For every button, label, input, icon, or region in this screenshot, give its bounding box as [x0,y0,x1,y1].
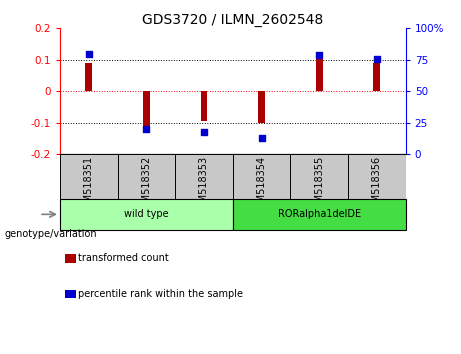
Text: transformed count: transformed count [78,253,169,263]
Bar [85,63,92,91]
Text: genotype/variation: genotype/variation [5,229,97,239]
Bar [233,199,406,230]
Point [258,135,266,141]
Point [142,126,150,132]
Bar [373,63,380,91]
Text: GSM518354: GSM518354 [257,156,266,215]
Text: GSM518355: GSM518355 [314,156,324,215]
Text: GSM518351: GSM518351 [84,156,94,215]
Bar [60,199,233,230]
Bar [258,91,265,123]
Text: GSM518356: GSM518356 [372,156,382,215]
Text: percentile rank within the sample: percentile rank within the sample [78,289,243,299]
Title: GDS3720 / ILMN_2602548: GDS3720 / ILMN_2602548 [142,13,324,27]
Point [315,52,323,58]
Point [373,56,381,62]
Text: wild type: wild type [124,209,169,219]
Bar [201,91,207,121]
Bar [143,91,150,129]
Text: GSM518352: GSM518352 [142,156,151,215]
Point [85,51,92,56]
Text: GSM518353: GSM518353 [199,156,209,215]
Bar [316,57,323,91]
Text: RORalpha1delDE: RORalpha1delDE [278,209,361,219]
Point [200,129,207,135]
